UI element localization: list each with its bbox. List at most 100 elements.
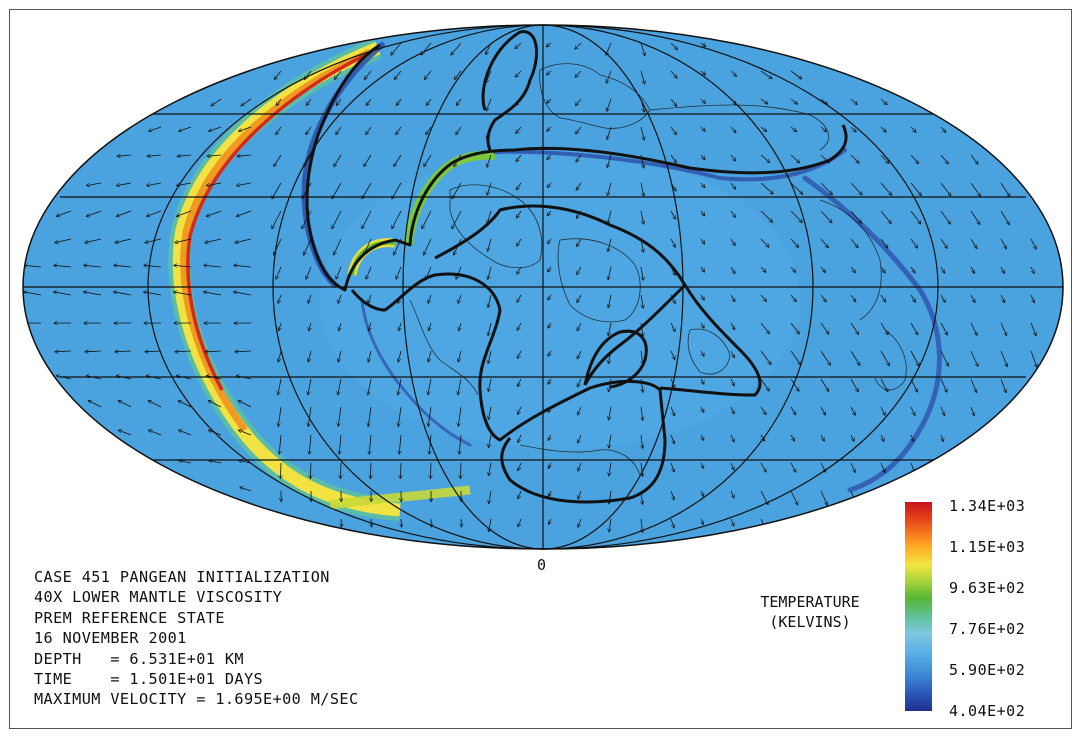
- velocity-arrow: [970, 378, 977, 393]
- velocity-arrow: [970, 266, 975, 273]
- velocity-arrow: [456, 266, 462, 279]
- velocity-arrow: [970, 154, 978, 164]
- velocity-arrow: [274, 238, 282, 255]
- velocity-arrow: [760, 70, 772, 79]
- velocity-arrow: [175, 351, 192, 352]
- velocity-arrow: [338, 294, 342, 303]
- velocity-arrow: [238, 401, 252, 408]
- velocity-arrow: [396, 98, 402, 106]
- velocity-arrow: [24, 292, 42, 296]
- velocity-arrow: [760, 126, 767, 132]
- colorbar-label: 5.90E+02: [949, 661, 1026, 679]
- velocity-arrow: [820, 210, 832, 223]
- velocity-arrow: [340, 462, 341, 479]
- velocity-arrow: [910, 350, 919, 366]
- velocity-arrow: [179, 461, 192, 464]
- velocity-arrow: [1030, 322, 1036, 336]
- velocity-arrow: [56, 376, 72, 380]
- velocity-arrow: [609, 378, 612, 392]
- velocity-arrow: [820, 294, 826, 302]
- velocity-arrow: [280, 462, 281, 479]
- velocity-arrow: [940, 238, 947, 248]
- velocity-arrow: [236, 210, 252, 216]
- velocity-arrow: [85, 351, 102, 352]
- velocity-arrow: [940, 182, 951, 196]
- velocity-arrow: [575, 70, 582, 77]
- velocity-arrow: [306, 98, 312, 106]
- velocity-arrow: [546, 42, 552, 47]
- velocity-arrow: [608, 210, 612, 224]
- velocity-arrow: [394, 70, 402, 80]
- velocity-arrow: [700, 154, 705, 160]
- velocity-arrow: [880, 98, 887, 105]
- velocity-arrow: [429, 322, 431, 331]
- velocity-arrow: [364, 238, 372, 255]
- velocity-arrow: [730, 238, 735, 246]
- velocity-arrow: [670, 154, 676, 163]
- velocity-arrow: [334, 154, 342, 167]
- velocity-arrow: [640, 182, 644, 196]
- velocity-arrow: [547, 182, 552, 188]
- velocity-arrow: [608, 238, 612, 252]
- velocity-arrow: [362, 182, 372, 199]
- velocity-arrow: [518, 518, 522, 527]
- velocity-arrow: [940, 210, 950, 224]
- velocity-arrow: [940, 154, 948, 164]
- velocity-arrow: [426, 126, 432, 135]
- velocity-arrow: [790, 294, 796, 302]
- velocity-arrow: [454, 154, 462, 167]
- velocity-arrow: [118, 401, 132, 408]
- velocity-arrow: [240, 487, 252, 492]
- velocity-arrow: [547, 70, 552, 75]
- velocity-arrow: [730, 98, 736, 105]
- velocity-arrow: [515, 70, 522, 77]
- velocity-arrow: [272, 210, 282, 229]
- velocity-arrow: [701, 322, 704, 328]
- velocity-arrow: [368, 294, 372, 303]
- velocity-arrow: [308, 406, 312, 426]
- velocity-arrow: [145, 351, 162, 352]
- velocity-arrow: [940, 266, 945, 273]
- velocity-arrow: [641, 518, 643, 532]
- colorbar-title: TEMPERATURE (KELVINS): [737, 592, 883, 632]
- velocity-arrow: [940, 126, 946, 133]
- velocity-arrow: [700, 70, 706, 75]
- velocity-arrow: [910, 154, 919, 164]
- velocity-arrow: [452, 182, 462, 199]
- velocity-arrow: [399, 434, 401, 454]
- velocity-arrow: [456, 126, 462, 135]
- velocity-arrow: [116, 376, 132, 380]
- velocity-arrow: [368, 350, 372, 362]
- velocity-arrow: [790, 434, 795, 441]
- velocity-arrow: [577, 322, 582, 331]
- velocity-arrow: [730, 518, 734, 526]
- velocity-arrow: [730, 210, 735, 217]
- velocity-arrow: [880, 266, 885, 273]
- info-max-velocity: MAXIMUM VELOCITY = 1.695E+00 M/SEC: [34, 690, 359, 709]
- velocity-arrow: [149, 430, 162, 436]
- velocity-arrow: [547, 210, 552, 216]
- velocity-arrow: [175, 238, 192, 243]
- velocity-arrow: [1030, 294, 1034, 303]
- velocity-arrow: [458, 378, 462, 395]
- velocity-arrow: [760, 462, 766, 472]
- velocity-arrow: [670, 98, 677, 106]
- velocity-arrow: [670, 322, 675, 332]
- velocity-arrow: [670, 182, 676, 191]
- velocity-arrow: [880, 462, 885, 473]
- velocity-arrow: [790, 70, 802, 79]
- velocity-arrow: [487, 154, 492, 167]
- velocity-arrow: [606, 70, 612, 83]
- velocity-arrow: [730, 126, 736, 133]
- velocity-arrow: [820, 154, 829, 163]
- velocity-arrow: [701, 462, 704, 469]
- velocity-arrow: [488, 350, 492, 364]
- velocity-arrow: [609, 490, 611, 504]
- velocity-arrow: [850, 182, 862, 195]
- velocity-arrow: [1030, 266, 1034, 274]
- velocity-arrow: [670, 70, 677, 78]
- velocity-arrow: [401, 518, 402, 527]
- velocity-arrow: [205, 351, 222, 352]
- velocity-arrow: [790, 490, 798, 505]
